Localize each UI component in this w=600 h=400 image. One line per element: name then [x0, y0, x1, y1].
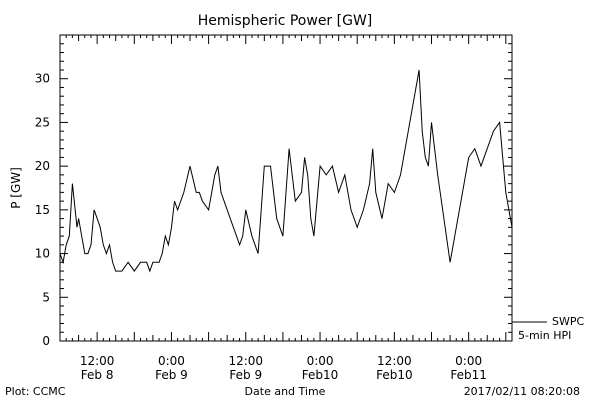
x-tick-label-date: Feb 8 [81, 368, 114, 382]
timestamp: 2017/02/11 08:20:08 [464, 385, 580, 398]
x-tick-label-time: 12:00 [228, 354, 263, 368]
x-tick-label-date: Feb10 [376, 368, 413, 382]
y-tick-label: 25 [35, 115, 50, 129]
x-axis-label: Date and Time [245, 385, 326, 398]
y-tick-label: 20 [35, 159, 50, 173]
series-layer [59, 69, 513, 273]
legend-label-swpc: SWPC [552, 315, 584, 328]
y-tick-label: 10 [35, 247, 50, 261]
x-tick-label-date: Feb11 [450, 368, 487, 382]
x-tick-label-time: 0:00 [307, 354, 334, 368]
x-tick-label-date: Feb 9 [229, 368, 262, 382]
y-tick-label: 15 [35, 203, 50, 217]
x-tick-label-date: Feb 9 [155, 368, 188, 382]
series-line-swpc [59, 69, 513, 273]
chart-title: Hemispheric Power [GW] [198, 13, 373, 29]
y-tick-label: 0 [42, 334, 50, 348]
x-tick-label-time: 12:00 [80, 354, 115, 368]
legend-label-hpi: 5-min HPI [518, 329, 571, 342]
y-tick-label: 5 [42, 290, 50, 304]
plot-credit: Plot: CCMC [5, 385, 66, 398]
legend: SWPC 5-min HPI [512, 315, 584, 342]
plot-frame [59, 34, 513, 342]
x-tick-label-time: 0:00 [158, 354, 185, 368]
x-tick-label-time: 0:00 [455, 354, 482, 368]
y-axis-label: P [GW] [9, 167, 23, 209]
x-tick-label-date: Feb10 [302, 368, 339, 382]
x-tick-label-time: 12:00 [377, 354, 412, 368]
y-axis: 0 5 10 15 20 25 30 [35, 34, 512, 348]
y-tick-label: 30 [35, 72, 50, 86]
